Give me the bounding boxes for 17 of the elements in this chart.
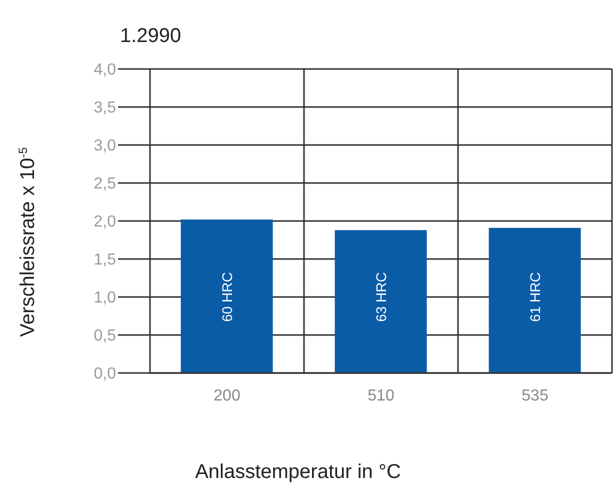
annotation: 60 HRC bbox=[219, 272, 235, 322]
x-tick-label: 510 bbox=[368, 387, 394, 404]
y-tick-label: 2,5 bbox=[94, 176, 116, 193]
y-tick-label: 1,5 bbox=[94, 252, 116, 269]
x-tick-label: 200 bbox=[214, 387, 240, 404]
y-tick-label: 0,0 bbox=[94, 366, 116, 383]
y-tick-label: 3,0 bbox=[94, 138, 116, 155]
y-tick-label: 2,0 bbox=[94, 214, 116, 231]
annotation: 61 HRC bbox=[527, 272, 543, 322]
y-tick-label: 1,0 bbox=[94, 290, 116, 307]
y-tick-label: 0,5 bbox=[94, 328, 116, 345]
chart-title: 1.2990 bbox=[120, 25, 182, 47]
x-axis-title: Anlasstemperatur in °C bbox=[195, 461, 401, 483]
x-tick-label: 535 bbox=[522, 387, 548, 404]
y-tick-label: 3,5 bbox=[94, 100, 116, 117]
annotation: 63 HRC bbox=[373, 272, 389, 322]
y-tick-label: 4,0 bbox=[94, 62, 116, 79]
